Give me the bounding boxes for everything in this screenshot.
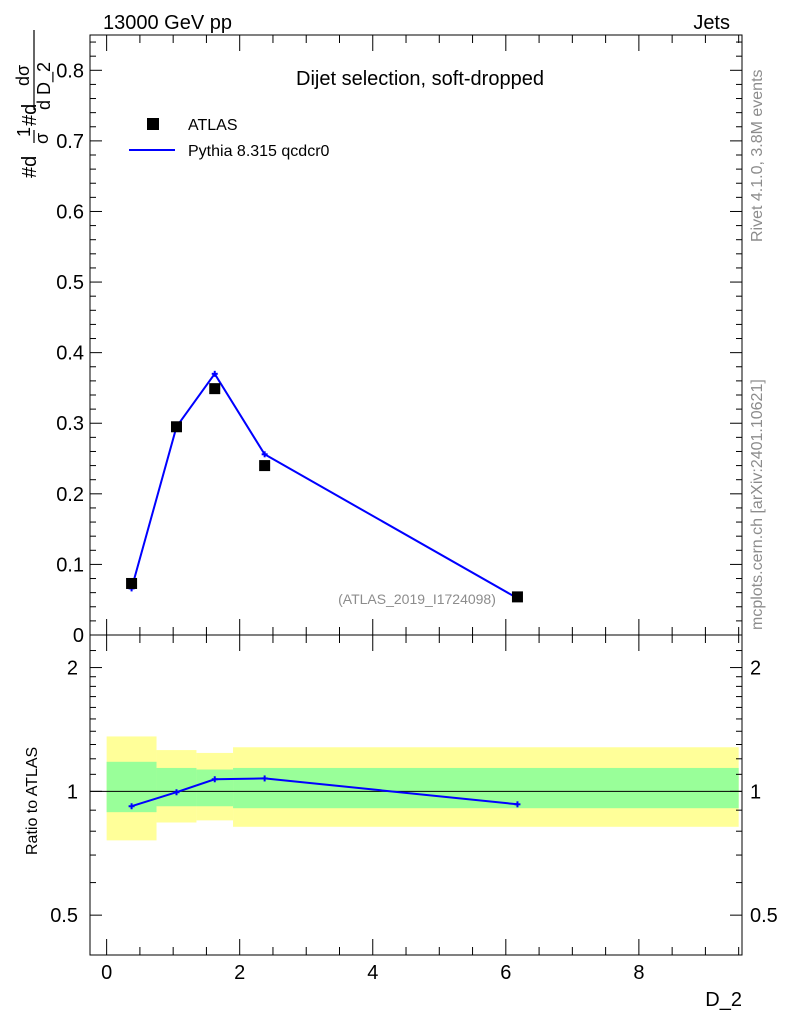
y-label-sigma: σ	[32, 133, 52, 144]
legend-pythia-label: Pythia 8.315 qcdcr0	[188, 143, 330, 160]
main-ytick-label: 0.2	[56, 484, 84, 506]
ratio-frame	[89, 634, 743, 956]
ratio-band-inner	[196, 769, 234, 807]
atlas-data-point	[126, 577, 138, 589]
ratio-ytick-label-right: 1	[750, 781, 761, 803]
main-ytick-label: 0.6	[56, 201, 84, 223]
ratio-y-label: Ratio to ATLAS	[24, 747, 41, 855]
x-axis-label: D_2	[705, 989, 742, 1011]
ratio-ytick-label-right: 0.5	[750, 905, 778, 927]
y-label-d-second: #d	[19, 104, 41, 126]
analysis-watermark: (ATLAS_2019_I1724098)	[338, 591, 496, 607]
xtick-label: 6	[500, 962, 511, 984]
atlas-data-point	[511, 591, 523, 603]
ratio-band-inner	[233, 767, 739, 809]
xtick-label: 2	[234, 962, 245, 984]
main-ytick-label: 0.4	[56, 343, 84, 365]
main-ytick-label: 0.1	[56, 554, 84, 576]
ratio-ytick-label: 0.5	[50, 905, 78, 927]
ratio-axis-ticks	[90, 635, 742, 956]
y-label-d-prefix: #d	[19, 156, 41, 178]
main-series	[126, 370, 523, 603]
ratio-ytick-label: 2	[67, 658, 78, 680]
main-ytick-label: 0.5	[56, 272, 84, 294]
xtick-label: 8	[633, 962, 644, 984]
legend-atlas-label: ATLAS	[188, 117, 238, 134]
xtick-label: 4	[367, 962, 378, 984]
xtick-labels: 0 2 4 6 8	[101, 962, 644, 984]
y-label-dsigma: dσ	[13, 65, 33, 86]
main-ytick-labels: 0 0.1 0.2 0.3 0.4 0.5 0.6 0.7 0.8	[56, 60, 84, 647]
main-ytick-label: 0	[73, 625, 84, 647]
main-ytick-label: 0.8	[56, 60, 84, 82]
ratio-ytick-label: 1	[67, 781, 78, 803]
atlas-data-point	[209, 383, 221, 395]
mcplots-label: mcplots.cern.ch [arXiv:2401.10621]	[749, 379, 766, 630]
main-axis-ticks	[90, 35, 742, 636]
ratio-ytick-label-right: 2	[750, 658, 761, 680]
ratio-ytick-labels-right: 0.5 1 2	[750, 658, 778, 928]
rivet-label: Rivet 4.1.0, 3.8M events	[749, 69, 766, 242]
ratio-ytick-labels: 0.5 1 2	[50, 658, 78, 928]
ratio-series	[128, 775, 521, 810]
legend-atlas-marker	[147, 118, 159, 130]
process-label: Jets	[693, 12, 730, 34]
y-label-one: 1	[14, 127, 34, 137]
main-ytick-label: 0.7	[56, 131, 84, 153]
plot-title: Dijet selection, soft-dropped	[296, 68, 544, 90]
atlas-data-point	[170, 421, 182, 433]
main-y-label: #d 1 σ #d dσ d D_2	[13, 30, 55, 178]
xtick-label: 0	[101, 962, 112, 984]
ratio-bands	[106, 736, 739, 841]
main-ytick-label: 0.3	[56, 413, 84, 435]
main-panel: 0 0.1 0.2 0.3 0.4 0.5 0.6 0.7 0.8 Dijet selectio…	[13, 30, 743, 647]
ratio-panel: 0.5 1 2 0.5 1 2 0 2 4 6 8 Ratio to ATLAS D_2	[24, 634, 778, 1011]
energy-label: 13000 GeV pp	[103, 12, 232, 34]
pythia-curve	[130, 372, 518, 600]
y-label-dd2: d D_2	[34, 62, 55, 110]
atlas-data-point	[259, 460, 271, 472]
legend: ATLAS Pythia 8.315 qcdcr0	[129, 117, 330, 160]
